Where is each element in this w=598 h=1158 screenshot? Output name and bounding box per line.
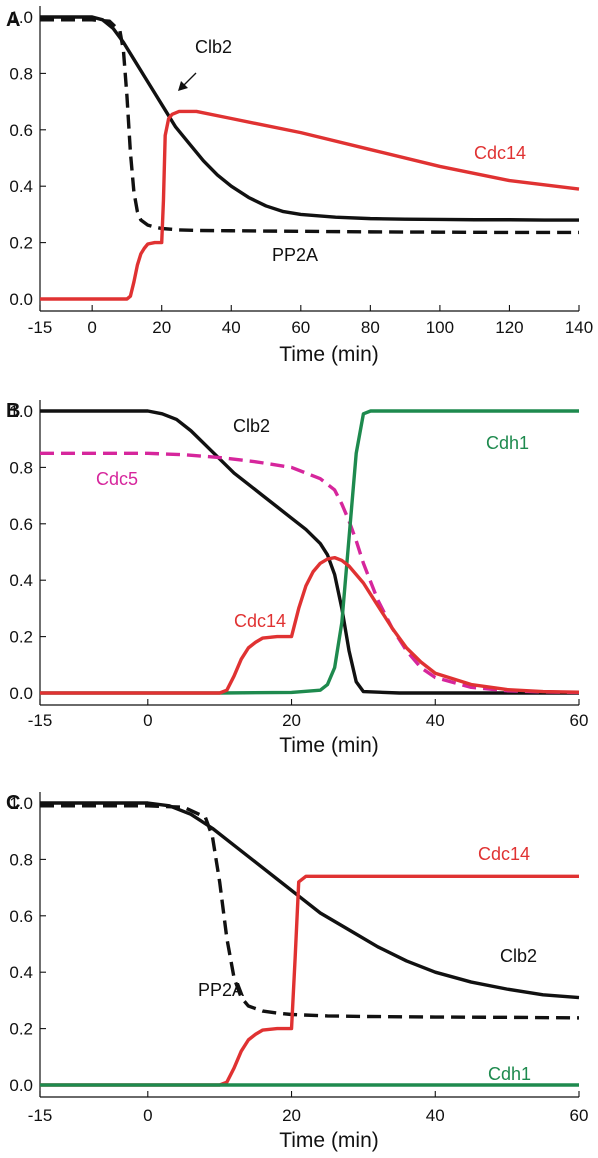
x-tick-label: 0 [87,318,96,337]
label-pp2a-c: PP2A [198,980,244,1000]
series-cdc14-line-c [40,874,579,1087]
x-tick-label: 0 [143,711,152,730]
panel-b-xlabel: Time (min) [279,734,379,757]
y-tick-label: 1.0 [9,402,33,421]
x-tick-label: 120 [495,318,523,337]
x-tick-label: 0 [143,1106,152,1125]
series-pp2a-line-c [40,804,580,1020]
arrow-icon [178,72,197,91]
label-cdc14-c: Cdc14 [478,844,530,864]
panel-c-xlabel: Time (min) [279,1129,379,1152]
panel-a-xlabel: Time (min) [279,343,379,366]
y-tick-label: 0.6 [9,907,33,926]
label-clb2-a: Clb2 [195,37,232,57]
x-tick-label: 40 [222,318,241,337]
y-tick-label: 0.8 [9,850,33,869]
y-tick-label: 0.6 [9,121,33,140]
panel-b-curves [40,409,580,695]
series-cdc14-line-a [40,109,580,301]
series-cdh1-line-b [40,409,579,695]
x-tick-label: 40 [426,1106,445,1125]
panel-b-axes: 0.0 0.2 0.4 0.6 0.8 1.0 -15 0 20 40 60 [9,400,588,730]
panel-b: B 0.0 0.2 0.4 0.6 0.8 1.0 -15 0 20 40 60 Time (min… [6,400,588,757]
y-tick-label: 1.0 [9,794,33,813]
x-tick-label: -15 [28,318,53,337]
y-tick-label: 0.4 [9,963,33,982]
label-cdc5-b: Cdc5 [96,469,138,489]
series-pp2a-line-a [40,18,579,235]
label-clb2-c: Clb2 [500,946,537,966]
y-tick-label: 0.8 [9,64,33,83]
series-cdc14-line-b [40,555,580,695]
y-tick-label: 1.0 [9,8,33,27]
label-pp2a-a: PP2A [272,245,318,265]
panel-a-axes: 0.0 0.2 0.4 0.6 0.8 1.0 -15 0 20 40 60 80 100 120 140 [9,6,593,337]
series-cdc5-line-b [40,451,580,695]
panel-a: A 0.0 0.2 0.4 0.6 0.8 1.0 -15 0 20 40 60 80 100 120 14… [6,6,593,366]
x-tick-label: 60 [291,318,310,337]
y-tick-label: 0.4 [9,177,33,196]
label-clb2-b: Clb2 [233,416,270,436]
y-tick-label: 0.0 [9,290,33,309]
y-tick-label: 0.4 [9,571,33,590]
x-tick-label: 60 [570,711,589,730]
panel-c-axes: 0.0 0.2 0.4 0.6 0.8 1.0 -15 0 20 40 60 [9,792,588,1125]
label-cdc14-a: Cdc14 [474,143,526,163]
panel-letter-a: A [6,9,20,31]
y-tick-label: 0.2 [9,234,33,253]
label-cdh1-b: Cdh1 [486,433,529,453]
panel-letter-b: B [6,400,20,422]
label-cdc14-b: Cdc14 [234,611,286,631]
x-tick-label: 20 [282,1106,301,1125]
series-clb2-line-b [40,409,579,695]
series-clb2-line-a [40,15,579,222]
y-tick-label: 0.8 [9,458,33,477]
series-clb2-line-c [40,801,580,1000]
label-cdh1-c: Cdh1 [488,1064,531,1084]
y-tick-label: 0.2 [9,1020,33,1039]
y-tick-label: 0.0 [9,684,33,703]
panel-c-curves [40,801,580,1087]
x-tick-label: 80 [361,318,380,337]
x-tick-label: 60 [570,1106,589,1125]
y-tick-label: 0.0 [9,1076,33,1095]
x-tick-label: -15 [28,1106,53,1125]
y-tick-label: 0.6 [9,515,33,534]
x-tick-label: 20 [282,711,301,730]
x-tick-label: 140 [565,318,593,337]
y-tick-label: 0.2 [9,628,33,647]
x-tick-label: -15 [28,711,53,730]
panel-c: C 0.0 0.2 0.4 0.6 0.8 1.0 -15 0 20 40 60 Time (min… [6,792,588,1152]
panel-letter-c: C [6,792,20,814]
x-tick-label: 20 [152,318,171,337]
x-tick-label: 40 [426,711,445,730]
panel-a-curves [40,15,580,301]
x-tick-label: 100 [426,318,454,337]
